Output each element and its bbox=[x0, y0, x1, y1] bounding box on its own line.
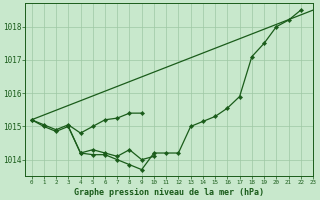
X-axis label: Graphe pression niveau de la mer (hPa): Graphe pression niveau de la mer (hPa) bbox=[74, 188, 264, 197]
